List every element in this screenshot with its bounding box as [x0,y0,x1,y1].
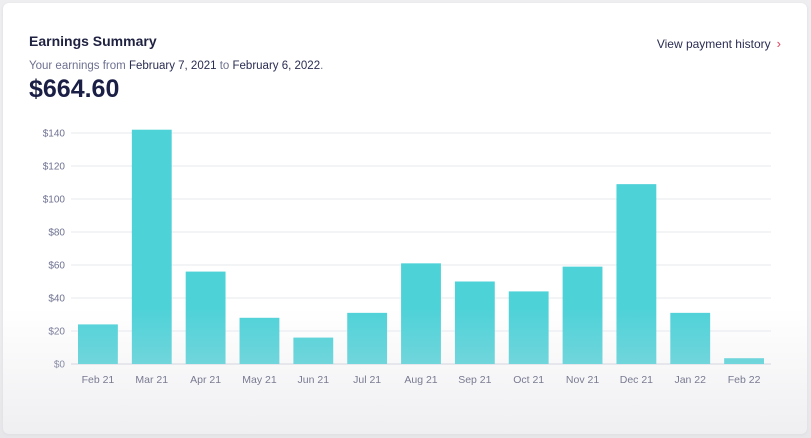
x-tick-label: Feb 21 [82,374,115,386]
y-tick-label: $140 [43,129,66,140]
y-tick-label: $60 [48,261,65,272]
x-tick-label: Jul 21 [353,374,381,386]
bar-nov-21 [562,266,603,364]
x-tick-label: Mar 21 [135,374,168,386]
bar-jun-21 [293,337,334,364]
bar-sep-21 [454,281,495,364]
x-tick-label: Aug 21 [404,374,437,386]
y-tick-label: $20 [48,327,65,338]
earnings-summary-card: Earnings Summary Your earnings from Febr… [3,3,807,434]
bar-feb-21 [78,324,118,364]
y-tick-label: $40 [48,294,65,305]
view-payment-history-label: View payment history [656,37,771,51]
subtitle-suffix: . [320,60,324,72]
x-tick-label: Jan 22 [674,374,706,386]
chevron-right-icon: › [776,36,781,51]
bar-may-21 [239,317,280,364]
x-tick-label: Nov 21 [566,374,599,386]
end-date: February 6, 2022 [232,60,321,72]
y-tick-label: $120 [43,162,66,173]
bar-oct-21 [508,291,549,364]
bar-apr-21 [185,271,226,364]
bar-dec-21 [616,184,657,364]
y-tick-label: $0 [54,360,66,371]
view-payment-history-link[interactable]: View payment history › [657,37,781,51]
bar-aug-21 [401,263,441,364]
y-tick-label: $80 [48,228,65,239]
x-tick-label: Feb 22 [728,374,761,386]
x-tick-label: Jun 21 [298,374,330,386]
x-tick-label: Apr 21 [190,374,221,386]
bar-jul-21 [347,312,388,364]
subtitle-mid: to [216,60,233,72]
bar-mar-21 [131,129,172,364]
start-date: February 7, 2021 [128,60,217,72]
x-tick-label: Sep 21 [458,374,491,386]
x-tick-label: Oct 21 [513,374,544,386]
bar-feb-22 [724,358,764,364]
y-tick-label: $100 [43,195,66,206]
subtitle-prefix: Your earnings from [29,60,129,72]
earnings-bar-chart: $0 $20 $40 $60 $80 $100 $120 $140 Feb 21 Mar 21 Ap… [43,129,771,386]
total-earnings: $664.60 [29,75,120,103]
x-tick-label: Dec 21 [620,374,653,386]
card-title: Earnings Summary [29,33,157,49]
earnings-period-text: Your earnings from February 7, 2021 to F… [29,60,323,72]
bar-jan-22 [670,312,711,364]
x-tick-label: May 21 [242,374,277,386]
